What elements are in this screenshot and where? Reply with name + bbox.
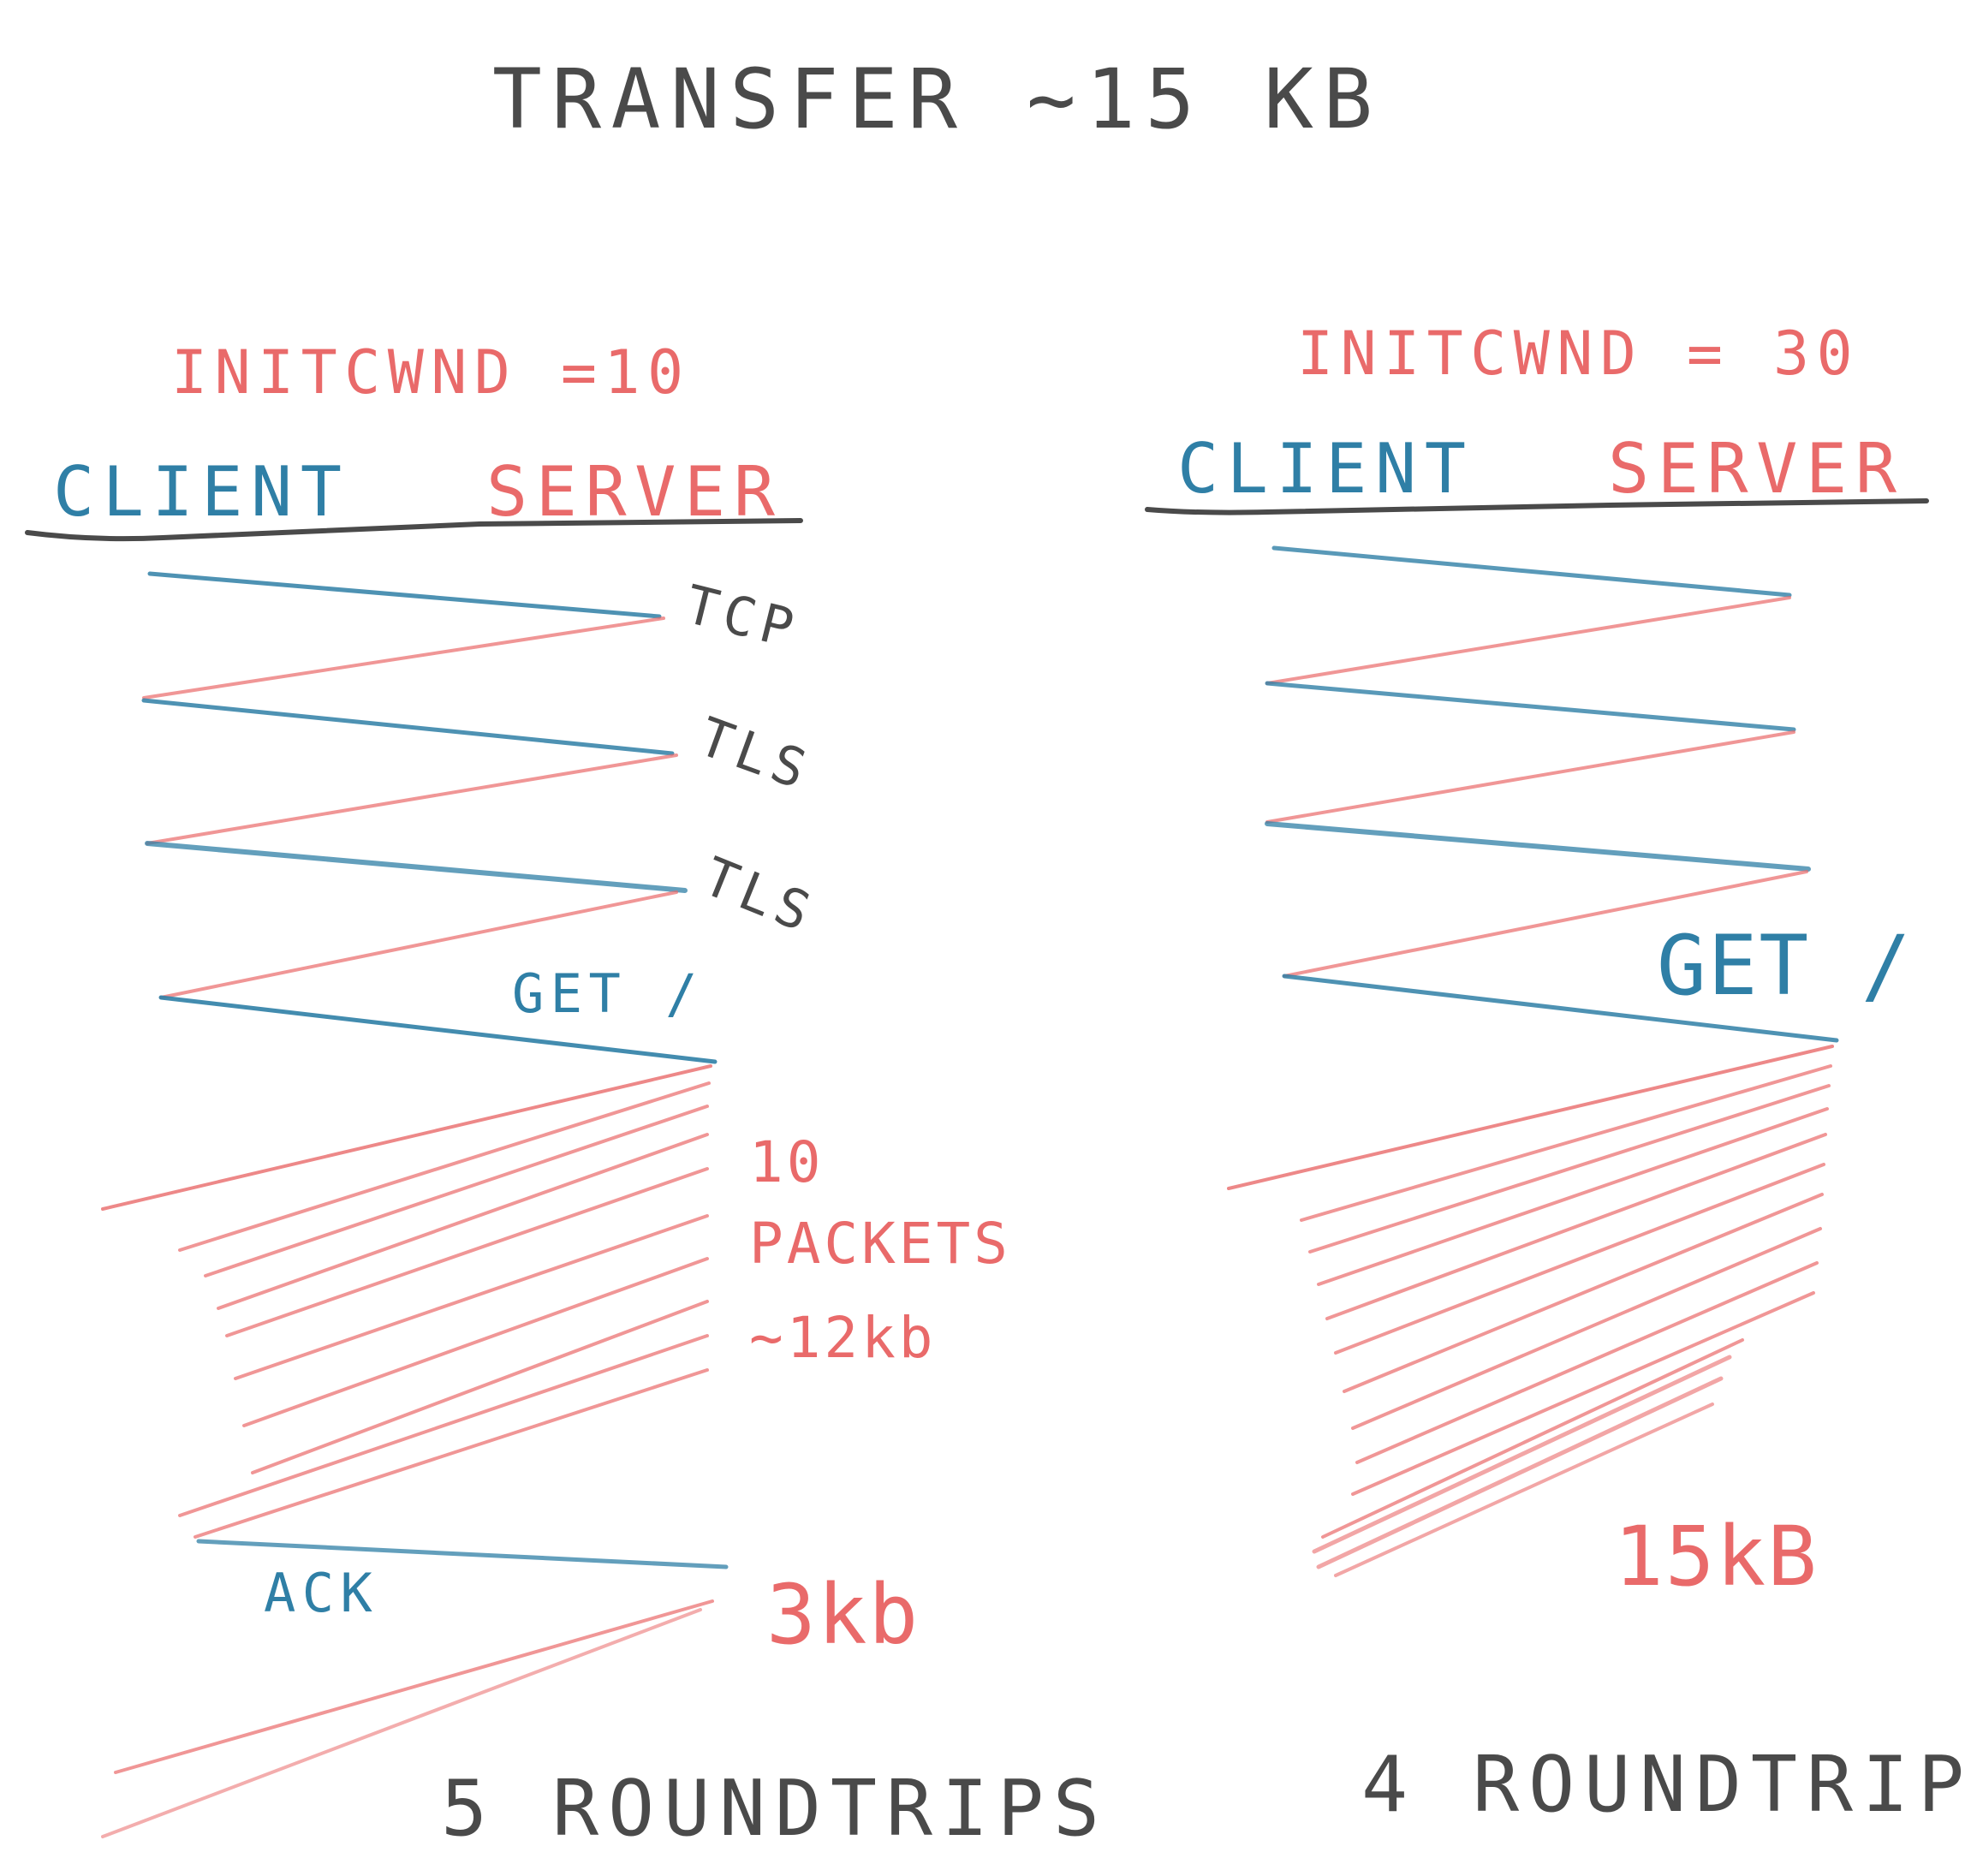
right-data-packet	[1351, 1227, 1822, 1430]
right-total-label: 15kB	[1614, 1509, 1819, 1605]
left-data-packet	[234, 1214, 709, 1380]
right-data-packet	[1334, 1403, 1714, 1577]
left-remaining-packet	[114, 1599, 714, 1774]
right-server-to-client-tcp	[1265, 596, 1791, 685]
left-data-packet	[178, 1081, 711, 1252]
left-client-get-request	[158, 995, 718, 1064]
left-data-packet	[178, 1334, 709, 1517]
left-initcwnd-label: INITCWND =10	[171, 337, 691, 408]
right-client-to-server-tls-1	[1265, 681, 1796, 732]
left-client-to-server-tcp	[147, 571, 662, 619]
left-get-label: GET /	[512, 962, 704, 1025]
right-server-to-client-tls-1	[1265, 730, 1795, 824]
right-server-label: SERVER	[1608, 429, 1905, 509]
right-client-to-server-tcp	[1271, 545, 1792, 598]
left-data-packet	[194, 1368, 709, 1539]
left-client-to-server-tls-1	[141, 698, 675, 756]
left-server-to-client-tcp	[142, 616, 665, 700]
left-remaining-label: 3kb	[766, 1567, 920, 1663]
right-data-packet	[1317, 1107, 1829, 1286]
left-packets-word-label: PACKETS	[749, 1211, 1011, 1277]
left-server-to-client-tls-1	[146, 753, 678, 845]
left-data-packet	[204, 1105, 709, 1277]
left-ack-label: ACK	[264, 1562, 379, 1624]
diagram-title: TRANSFER ~15 KB	[492, 51, 1383, 147]
right-client-to-server-tls-2	[1265, 821, 1811, 872]
left-server-label: SERVER	[486, 452, 783, 532]
right-get-label: GET /	[1657, 918, 1913, 1014]
left-client-label: CLIENT	[53, 452, 350, 532]
left-data-packet	[251, 1300, 709, 1474]
left-client-ack	[196, 1539, 729, 1569]
right-data-packet	[1351, 1291, 1815, 1496]
right-client-label: CLIENT	[1177, 429, 1474, 509]
right-data-packet	[1308, 1084, 1831, 1254]
right-data-packet	[1343, 1193, 1824, 1393]
left-data-packet	[217, 1133, 709, 1310]
right-client-get-request	[1282, 974, 1839, 1043]
left-data-packet	[101, 1064, 712, 1211]
left-client-to-server-tls-2	[145, 841, 688, 893]
right-timeline	[1145, 498, 1929, 515]
right-data-packet	[1227, 1045, 1834, 1190]
left-server-to-client-tls-2	[159, 890, 678, 999]
right-data-packet	[1325, 1133, 1827, 1320]
right-data-packet	[1334, 1163, 1825, 1355]
right-data-packet	[1316, 1376, 1724, 1569]
right-roundtrips-label: 4 ROUNDTRIPS	[1361, 1740, 1971, 1830]
left-packets-size-label: ~12kb	[749, 1305, 937, 1371]
left-timeline	[25, 518, 803, 542]
left-roundtrips-label: 5 ROUNDTRIPS	[441, 1764, 1109, 1854]
right-initcwnd-label: INITCWND = 30	[1297, 319, 1861, 389]
right-data-packet	[1321, 1338, 1744, 1539]
right-data-packet	[1300, 1064, 1832, 1222]
right-data-packet	[1312, 1355, 1732, 1554]
right-server-to-client-tls-2	[1283, 870, 1808, 978]
left-packets-count-label: 10	[749, 1129, 825, 1195]
right-data-packet	[1355, 1261, 1819, 1464]
left-data-packet	[225, 1167, 709, 1337]
left-data-packet	[242, 1257, 709, 1427]
left-remaining-packet	[101, 1608, 702, 1838]
